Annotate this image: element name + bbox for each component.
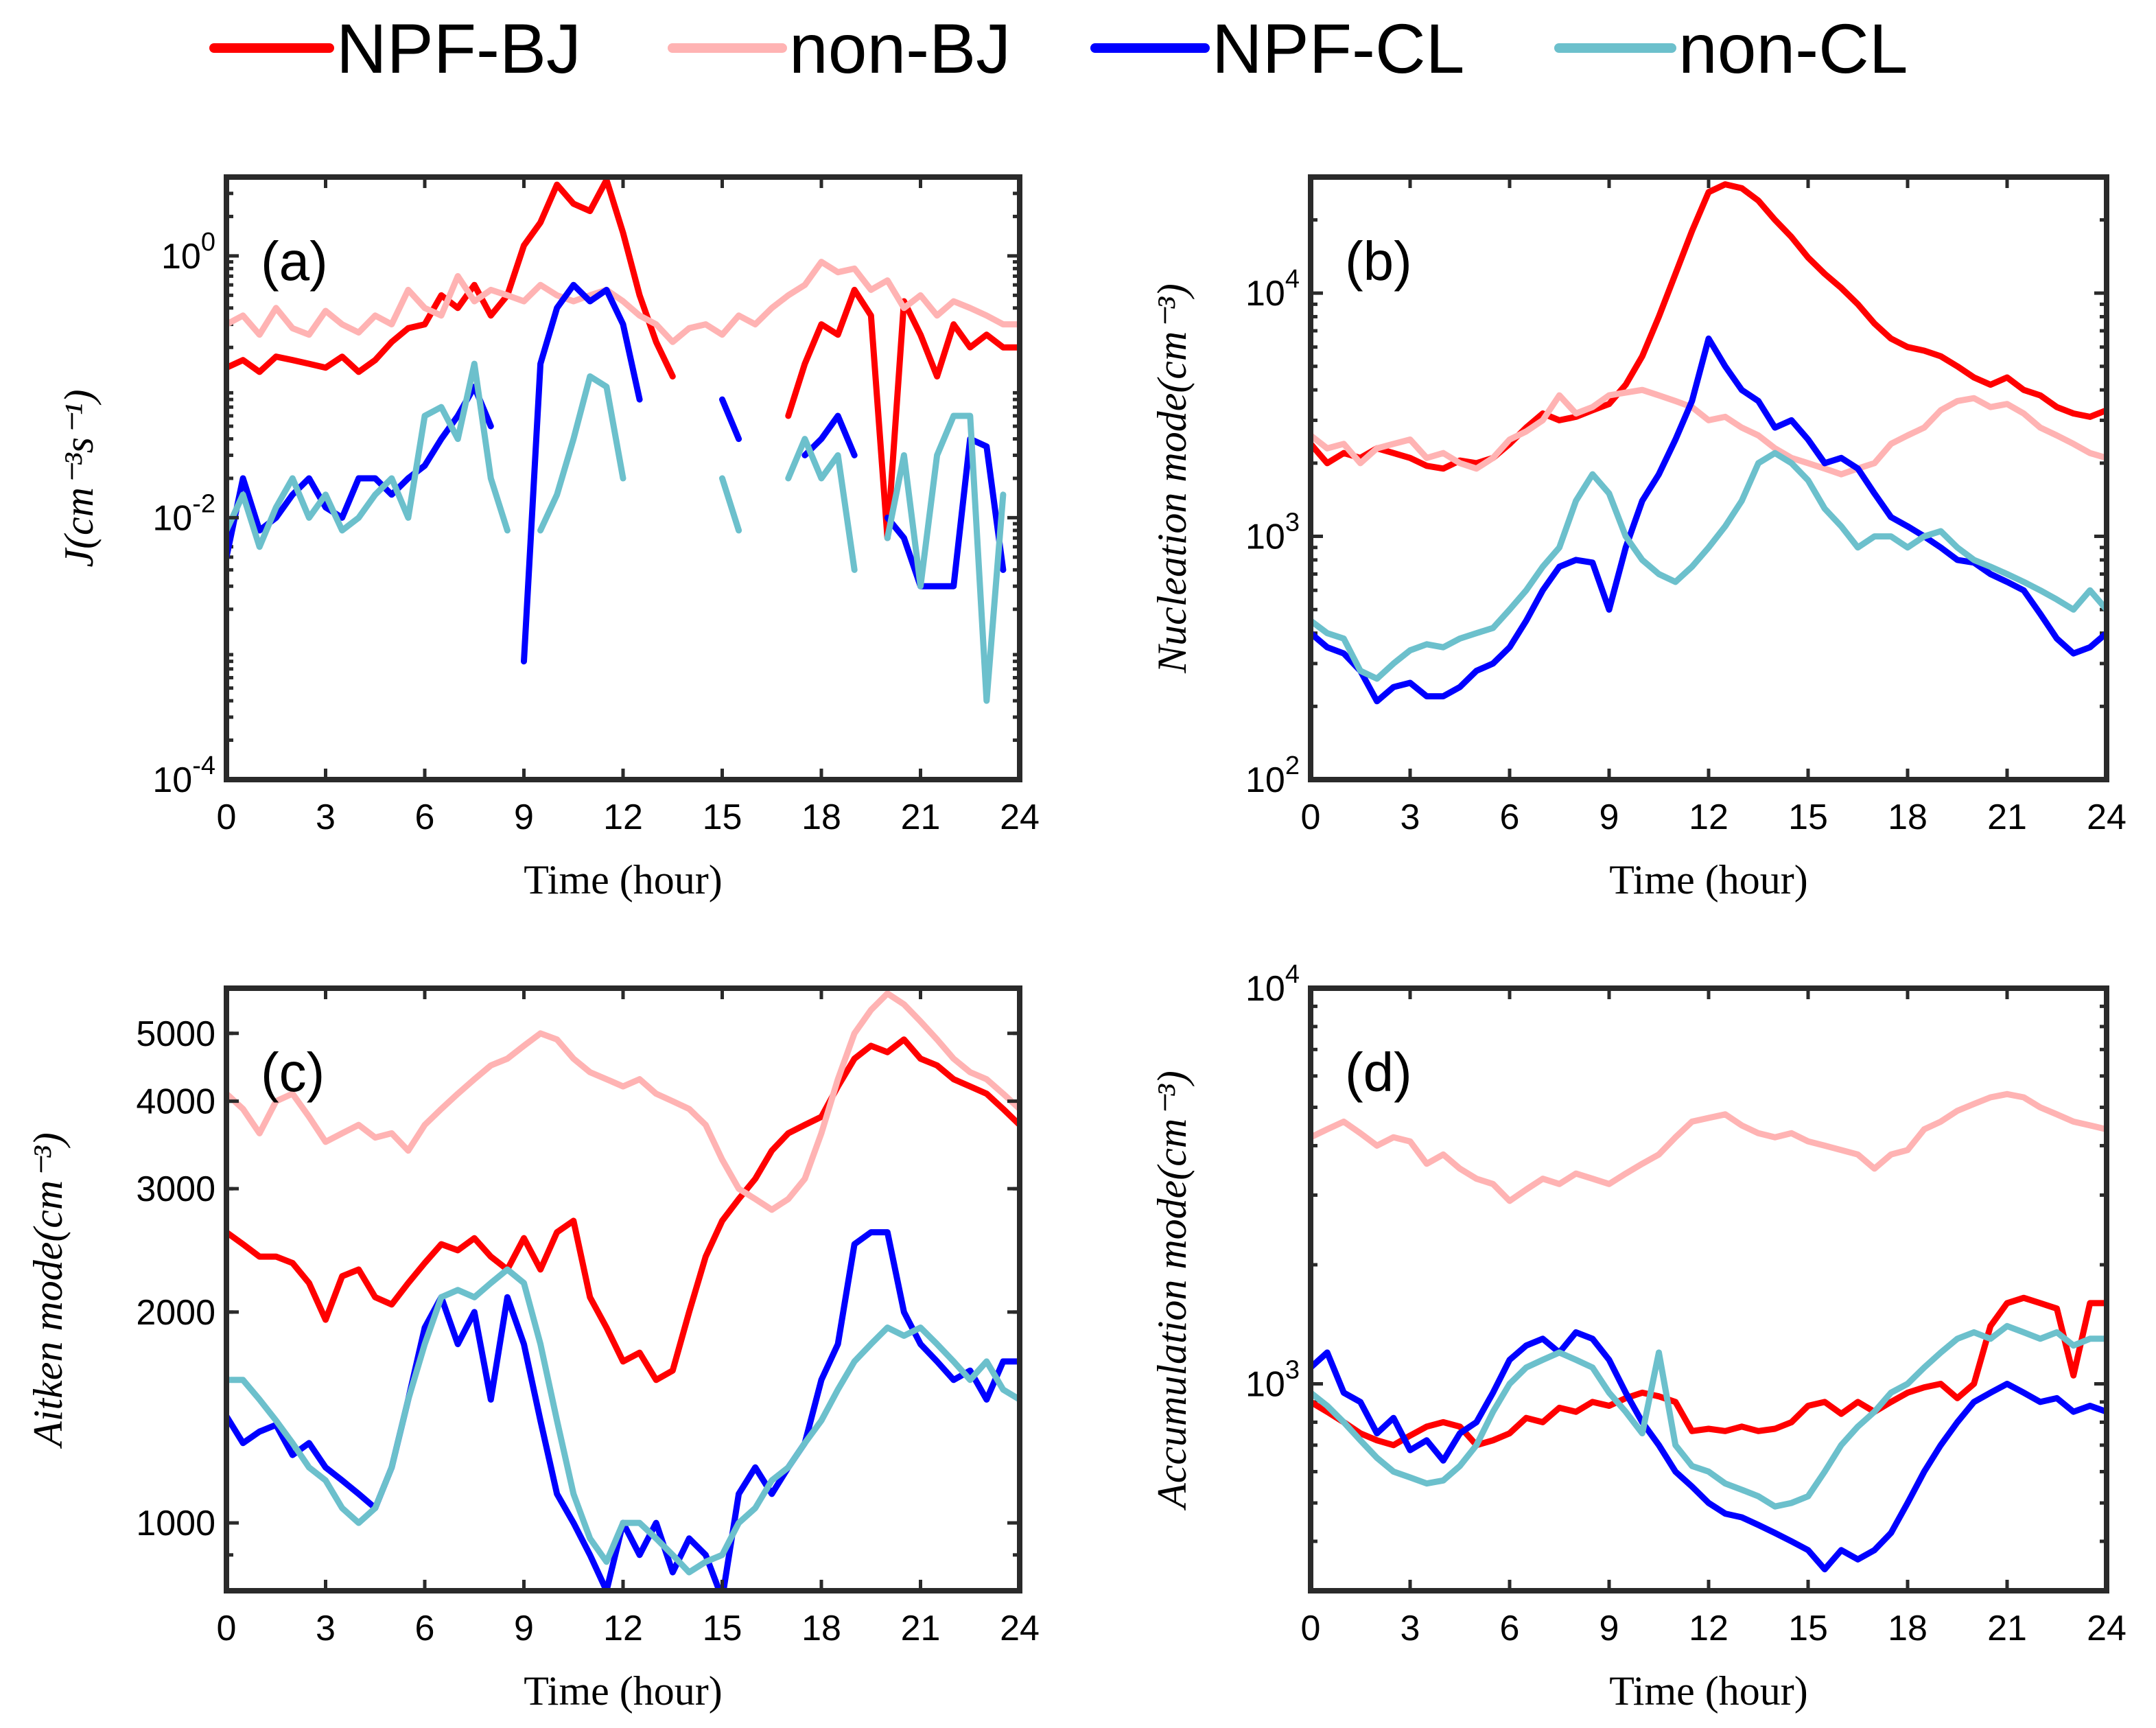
x-tick-label: 18 <box>1888 797 1927 837</box>
y-tick-label: 4000 <box>136 1082 215 1122</box>
x-tick-label: 15 <box>1788 797 1828 837</box>
y-tick-label: 104 <box>1245 265 1300 314</box>
legend-entry-npf-bj: NPF-BJ <box>209 10 581 88</box>
y-tick-label: 1000 <box>136 1504 215 1543</box>
x-tick-label: 24 <box>2087 1609 2126 1648</box>
panel-a: 0 3 6 9 12 15 18 21 24 10-4 10-2 100 (a) Time (hour) J… <box>56 174 1040 902</box>
y-axis-title: Accumulation mode(cm⁻³) <box>1149 1071 1195 1511</box>
x-tick-label: 9 <box>1600 1609 1619 1648</box>
series-line-non-bj <box>226 259 1020 345</box>
series-line-npf-bj <box>226 1036 1020 1383</box>
x-tick-label: 0 <box>1301 797 1321 837</box>
y-tick-label: 103 <box>1245 1356 1300 1405</box>
x-tick-label: 21 <box>1987 1609 2027 1648</box>
panel-c: 0 3 6 9 12 15 18 21 24 1000 2000 3000 4000 5000 (c) Tim… <box>25 985 1040 1714</box>
x-tick-label: 24 <box>1000 797 1040 837</box>
x-tick-label: 15 <box>703 1609 742 1648</box>
y-tick-label: 5000 <box>136 1014 215 1054</box>
series-line-non-bj <box>1311 1090 2107 1204</box>
x-tick-label: 15 <box>1788 1609 1828 1648</box>
y-tick-label: 2000 <box>136 1293 215 1333</box>
x-tick-label: 18 <box>801 1609 841 1648</box>
x-tick-label: 21 <box>1987 797 2027 837</box>
panel-b: 0 3 6 9 12 15 18 21 24 102 103 104 (b) Time (hour) Nuc… <box>1149 174 2126 902</box>
x-tick-label: 12 <box>1689 1609 1729 1648</box>
panel-label: (d) <box>1345 1042 1412 1103</box>
x-tick-label: 0 <box>217 797 237 837</box>
y-axis-title: J(cm⁻³s⁻¹) <box>56 389 102 567</box>
x-tick-label: 9 <box>1600 797 1619 837</box>
y-axis-title: Nucleation mode(cm⁻³) <box>1149 283 1195 674</box>
x-tick-label: 21 <box>901 797 941 837</box>
series-line-non-bj <box>226 990 1020 1213</box>
series-line-non-cl <box>226 1266 1020 1576</box>
y-tick-label: 100 <box>161 228 215 277</box>
y-tick-label: 103 <box>1245 509 1300 557</box>
panel-d: 0 3 6 9 12 15 18 21 24 103 104 (d) Time (hour) Accumu… <box>1149 960 2126 1714</box>
x-tick-label: 12 <box>603 1609 643 1648</box>
y-tick-label: 102 <box>1245 751 1300 800</box>
series-line-non-bj <box>1311 386 2107 478</box>
x-tick-label: 3 <box>316 1609 336 1648</box>
x-tick-label: 3 <box>1401 797 1420 837</box>
x-tick-label: 3 <box>316 797 336 837</box>
y-tick-label: 104 <box>1245 960 1300 1009</box>
legend: NPF-BJ non-BJ NPF-CL non-CL <box>209 10 1908 88</box>
x-tick-label: 9 <box>514 797 534 837</box>
x-tick-label: 12 <box>603 797 643 837</box>
legend-label-npf-bj: NPF-BJ <box>336 10 581 88</box>
panel-label: (b) <box>1345 231 1412 292</box>
x-tick-label: 15 <box>703 797 742 837</box>
x-axis-title: Time (hour) <box>524 1668 722 1714</box>
series-line-non-cl <box>1311 449 2107 682</box>
y-tick-label: 10-4 <box>152 751 215 800</box>
x-tick-label: 9 <box>514 1609 534 1648</box>
legend-label-non-bj: non-BJ <box>789 10 1011 88</box>
series-line-non-cl <box>226 360 1007 704</box>
x-tick-label: 6 <box>1500 797 1520 837</box>
legend-entry-non-cl: non-CL <box>1554 10 1908 88</box>
panel-label: (a) <box>261 231 328 292</box>
series-line-npf-cl <box>1311 1329 2107 1573</box>
x-tick-label: 6 <box>415 797 435 837</box>
x-tick-label: 21 <box>901 1609 941 1648</box>
series-line-npf-bj <box>1311 1294 2107 1449</box>
legend-label-npf-cl: NPF-CL <box>1212 10 1464 88</box>
y-tick-label: 3000 <box>136 1169 215 1209</box>
x-tick-label: 0 <box>1301 1609 1321 1648</box>
legend-label-non-cl: non-CL <box>1678 10 1908 88</box>
x-axis-title: Time (hour) <box>524 857 722 902</box>
x-tick-label: 24 <box>1000 1609 1040 1648</box>
y-axis-title: Aitken mode(cm⁻³) <box>25 1132 71 1449</box>
panel-label: (c) <box>261 1042 325 1103</box>
series-line-npf-cl <box>226 281 1007 665</box>
x-tick-label: 0 <box>217 1609 237 1648</box>
series-line-npf-bj <box>1311 181 2107 472</box>
x-tick-label: 18 <box>801 797 841 837</box>
x-tick-label: 6 <box>1500 1609 1520 1648</box>
x-axis-title: Time (hour) <box>1609 857 1807 902</box>
x-tick-label: 3 <box>1401 1609 1420 1648</box>
series-line-non-cl <box>1311 1322 2107 1510</box>
x-tick-label: 6 <box>415 1609 435 1648</box>
x-tick-label: 24 <box>2087 797 2126 837</box>
legend-entry-npf-cl: NPF-CL <box>1090 10 1464 88</box>
y-tick-label: 10-2 <box>152 489 215 538</box>
x-tick-label: 18 <box>1888 1609 1927 1648</box>
x-axis-title: Time (hour) <box>1609 1668 1807 1714</box>
x-tick-label: 12 <box>1689 797 1729 837</box>
legend-entry-non-bj: non-BJ <box>668 10 1011 88</box>
